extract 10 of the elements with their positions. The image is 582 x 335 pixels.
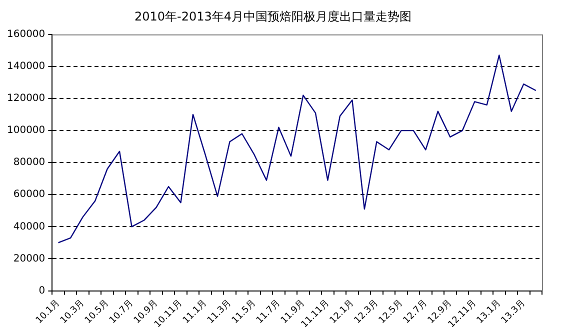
y-tick-label: 120000 [6, 93, 46, 104]
y-tick-label: 40000 [13, 221, 46, 232]
y-tick-label: 160000 [6, 28, 46, 40]
y-tick-label: 20000 [13, 253, 46, 264]
y-tick-label: 100000 [6, 125, 46, 136]
y-tick-label: 60000 [13, 189, 46, 200]
chart-title: 2010年-2013年4月中国预焙阳极月度出口量走势图 [134, 9, 412, 24]
y-tick-label: 80000 [13, 157, 46, 168]
y-tick-label: 140000 [6, 61, 46, 72]
y-tick-label: 0 [38, 285, 46, 296]
